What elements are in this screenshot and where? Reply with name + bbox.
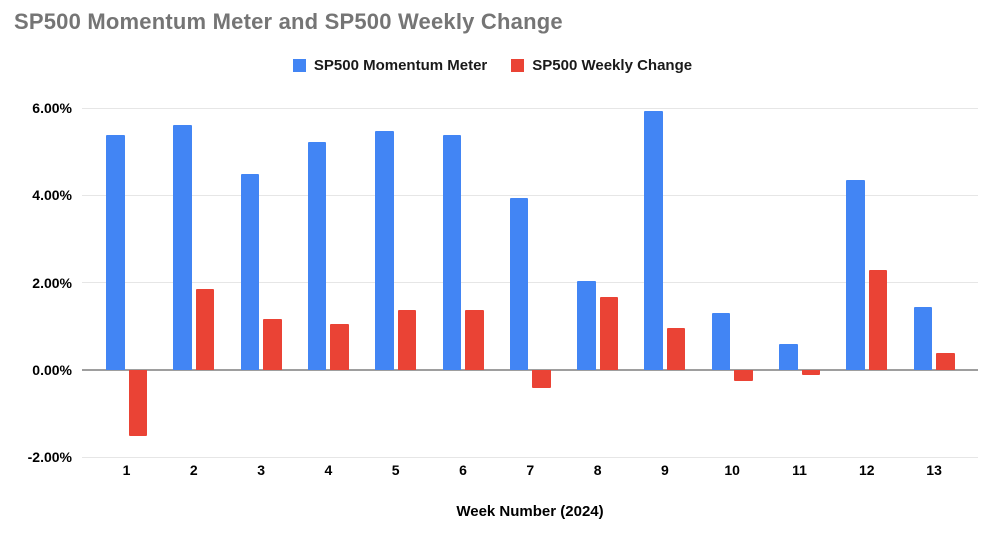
legend-swatch-icon [292, 59, 306, 72]
y-axis-tick-label: 6.00% [32, 100, 72, 116]
x-axis-tick-label: 13 [926, 462, 942, 478]
weekly-change-bar-week-4[interactable] [330, 323, 349, 370]
momentum-bar-week-13[interactable] [913, 306, 933, 370]
momentum-bar-week-11[interactable] [779, 344, 798, 370]
gridline [82, 107, 978, 109]
weekly-change-bar-week-1[interactable] [128, 369, 147, 437]
legend-label: SP500 Weekly Change [532, 57, 693, 74]
momentum-bar-week-5[interactable] [375, 130, 394, 370]
y-axis-tick-label: 4.00% [32, 187, 72, 204]
legend-item-weekly-change: SP500 Weekly Change [511, 57, 692, 74]
momentum-bar-week-7[interactable] [509, 198, 529, 370]
zero-gridline [82, 368, 978, 371]
x-axis-tick-label: 2 [189, 462, 198, 478]
momentum-bar-week-6[interactable] [442, 135, 461, 370]
gridline [82, 282, 978, 283]
weekly-change-bar-week-12[interactable] [868, 269, 888, 370]
x-axis-tick-label: 7 [526, 462, 535, 478]
x-axis-tick-label: 5 [391, 462, 400, 478]
momentum-bar-week-3[interactable] [240, 174, 260, 370]
weekly-change-bar-week-6[interactable] [465, 309, 484, 370]
weekly-change-bar-week-3[interactable] [263, 318, 282, 370]
y-axis-tick-label: 0.00% [32, 361, 72, 378]
weekly-change-bar-week-11[interactable] [801, 369, 820, 376]
legend: SP500 Momentum Meter SP500 Weekly Change [0, 57, 985, 74]
momentum-bar-week-1[interactable] [106, 135, 125, 370]
x-axis-tick-label: 4 [324, 462, 333, 478]
chart-title: SP500 Momentum Meter and SP500 Weekly Ch… [14, 9, 563, 34]
legend-label: SP500 Momentum Meter [313, 57, 488, 74]
momentum-bar-week-12[interactable] [846, 180, 865, 370]
legend-item-momentum: SP500 Momentum Meter [292, 57, 488, 74]
y-axis-tick-label: -2.00% [27, 449, 72, 465]
x-axis-tick-label: 6 [459, 462, 467, 478]
x-axis-title: Week Number (2024) [456, 503, 604, 520]
momentum-bar-week-8[interactable] [577, 281, 596, 370]
gridline [82, 456, 978, 458]
weekly-change-bar-week-9[interactable] [666, 328, 686, 370]
x-axis-tick-label: 1 [122, 462, 131, 478]
momentum-bar-week-10[interactable] [711, 312, 731, 370]
weekly-change-bar-week-7[interactable] [532, 369, 551, 389]
gridline [82, 194, 978, 196]
x-axis-tick-label: 9 [660, 462, 669, 478]
momentum-bar-week-4[interactable] [307, 142, 327, 370]
weekly-change-bar-week-5[interactable] [397, 309, 417, 370]
momentum-bar-week-9[interactable] [644, 111, 663, 370]
y-axis-tick-label: 2.00% [32, 274, 72, 291]
x-axis-tick-label: 8 [593, 462, 602, 478]
weekly-change-bar-week-10[interactable] [734, 369, 753, 382]
momentum-bar-week-2[interactable] [173, 125, 192, 370]
x-axis-tick-label: 11 [792, 462, 807, 478]
legend-swatch-icon [511, 59, 525, 72]
x-axis-tick-label: 12 [859, 462, 875, 478]
weekly-change-bar-week-8[interactable] [599, 297, 619, 370]
x-axis-tick-label: 3 [257, 462, 265, 478]
weekly-change-bar-week-13[interactable] [936, 352, 955, 370]
x-axis-tick-label: 10 [724, 462, 740, 478]
weekly-change-bar-week-2[interactable] [195, 289, 215, 370]
